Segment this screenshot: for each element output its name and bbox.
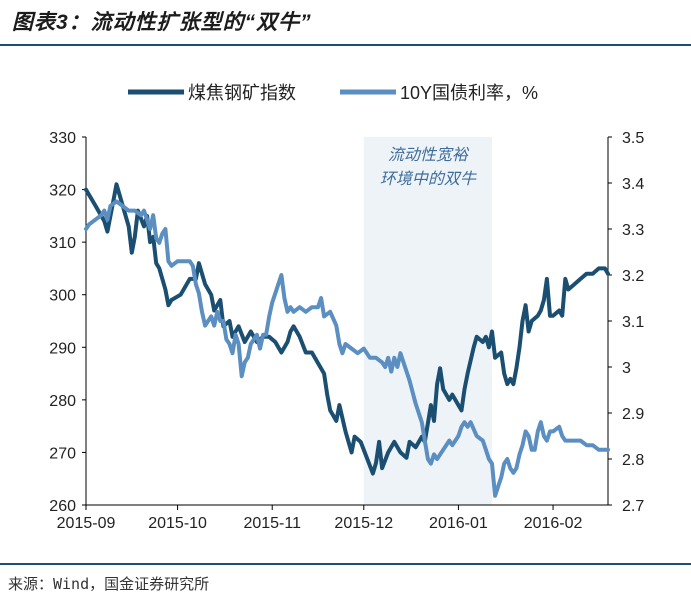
highlight-label-line2: 环境中的双牛 xyxy=(380,170,477,188)
top-divider xyxy=(0,44,691,46)
x-tick-label: 2016-02 xyxy=(524,515,583,532)
legend-label-0: 煤焦钢矿指数 xyxy=(188,83,296,103)
y-right-tick-label: 3.2 xyxy=(622,268,644,285)
x-tick-label: 2015-09 xyxy=(57,515,116,532)
y-left-tick-label: 260 xyxy=(49,498,76,515)
series-line-bond-yield-10y xyxy=(84,199,610,498)
x-tick-label: 2016-01 xyxy=(429,515,488,532)
x-tick-label: 2015-11 xyxy=(243,515,301,532)
highlight-band xyxy=(363,137,492,505)
chart-title: 图表3：流动性扩张型的“双牛” xyxy=(12,11,312,34)
y-left-tick-label: 310 xyxy=(49,235,76,252)
y-right-tick-label: 2.7 xyxy=(622,498,644,515)
y-left-tick-label: 320 xyxy=(49,183,76,200)
y-right-tick-label: 2.9 xyxy=(622,406,644,423)
y-left-tick-label: 280 xyxy=(49,393,76,410)
bottom-divider xyxy=(0,563,691,565)
y-left-tick-label: 290 xyxy=(49,340,76,357)
x-tick-label: 2015-12 xyxy=(334,515,393,532)
series-line-coal-steel-index xyxy=(84,182,610,476)
y-right-tick-label: 3.3 xyxy=(622,222,644,239)
y-left-tick-label: 330 xyxy=(49,130,76,147)
legend-label-1: 10Y国债利率，% xyxy=(400,83,538,103)
y-right-tick-label: 2.8 xyxy=(622,452,644,469)
y-right-tick-label: 3.1 xyxy=(622,314,644,331)
y-right-tick-label: 3 xyxy=(622,360,631,377)
y-left-tick-label: 300 xyxy=(49,288,76,305)
highlight-label-line1: 流动性宽裕 xyxy=(388,146,470,164)
x-tick-label: 2015-10 xyxy=(148,515,207,532)
source-note: 来源：Wind，国金证券研究所 xyxy=(8,575,210,593)
y-right-tick-label: 3.5 xyxy=(622,130,644,147)
y-right-tick-label: 3.4 xyxy=(622,176,644,193)
y-left-tick-label: 270 xyxy=(49,445,76,462)
